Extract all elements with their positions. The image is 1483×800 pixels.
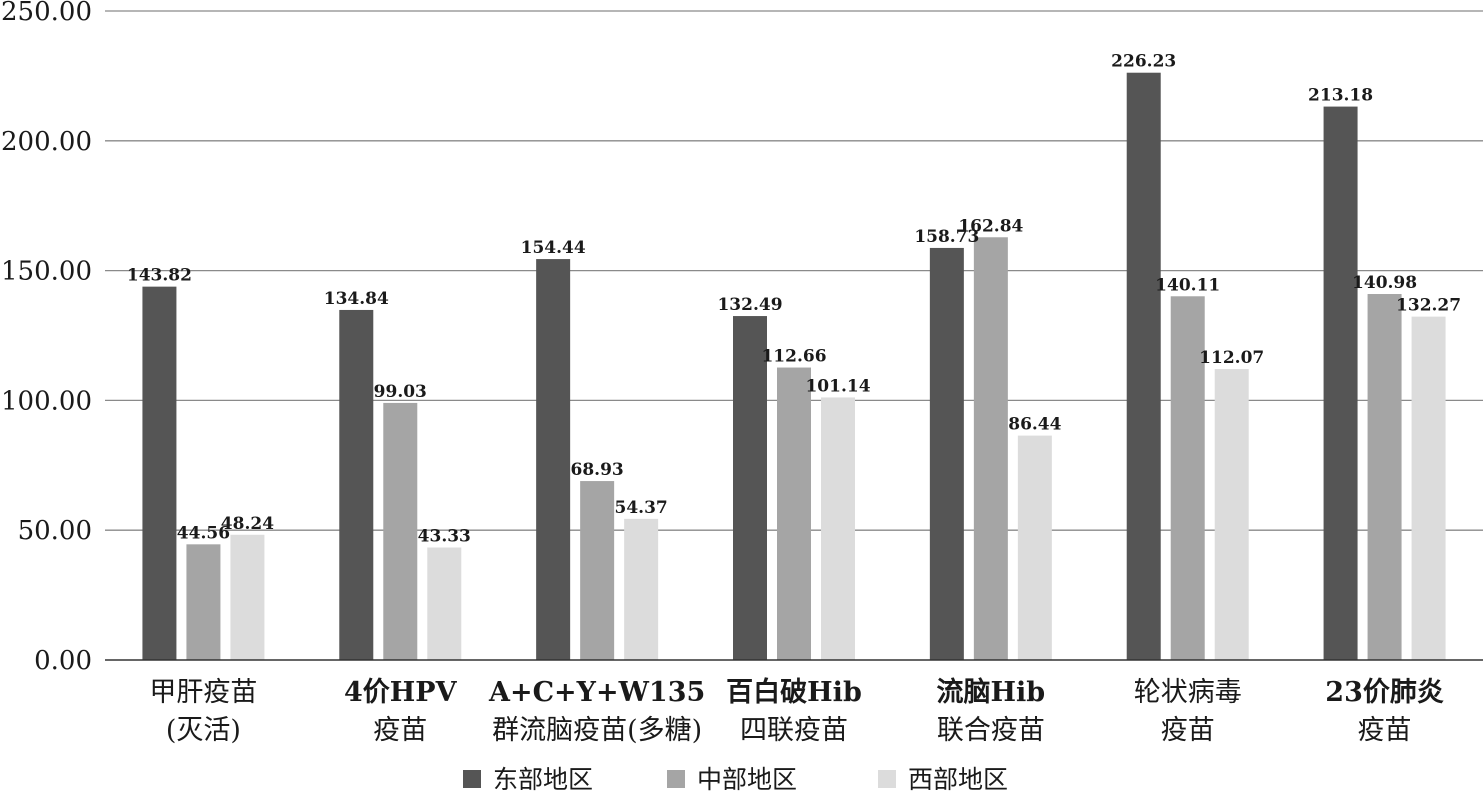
data-label: 134.84 xyxy=(324,289,389,309)
data-label: 154.44 xyxy=(521,238,586,258)
bar xyxy=(186,544,221,660)
data-label: 99.03 xyxy=(374,382,427,402)
legend-swatch xyxy=(667,770,685,788)
bar xyxy=(427,547,462,660)
bar xyxy=(1214,369,1249,660)
bar xyxy=(1017,435,1052,660)
data-label: 112.66 xyxy=(761,347,826,367)
category-label: 23价肺炎 xyxy=(1325,677,1444,708)
data-label: 132.49 xyxy=(717,295,782,315)
bar xyxy=(580,481,615,660)
y-tick-label: 150.00 xyxy=(1,257,92,287)
bar xyxy=(230,534,265,660)
data-label: 86.44 xyxy=(1008,415,1061,435)
bars xyxy=(142,72,1446,661)
legend: 东部地区 中部地区 西部地区 xyxy=(463,765,1008,794)
category-label: 轮状病毒 xyxy=(1134,677,1242,708)
category-label: 流脑Hib xyxy=(937,677,1046,708)
data-label: 54.37 xyxy=(615,498,668,518)
bar xyxy=(536,259,571,660)
category-label: 疫苗 xyxy=(1358,715,1412,746)
y-tick-label: 50.00 xyxy=(18,516,92,546)
y-tick-label: 100.00 xyxy=(1,386,92,416)
bar xyxy=(624,518,659,660)
data-label: 140.98 xyxy=(1352,273,1417,293)
y-axis-tick-labels: 0.00 50.00 100.00 150.00 200.00 250.00 xyxy=(1,0,92,676)
data-label: 48.24 xyxy=(221,514,274,534)
bar xyxy=(1323,106,1358,660)
bar xyxy=(1170,296,1205,660)
legend-label: 东部地区 xyxy=(493,765,593,794)
category-label: 四联疫苗 xyxy=(740,715,848,746)
category-label: 甲肝疫苗 xyxy=(149,677,257,708)
data-label: 44.56 xyxy=(177,523,230,543)
bar xyxy=(733,316,767,660)
category-label: (灭活) xyxy=(166,715,241,746)
y-tick-label: 200.00 xyxy=(1,127,92,157)
category-label: 疫苗 xyxy=(373,715,427,746)
bar xyxy=(142,286,177,660)
data-label: 140.11 xyxy=(1155,275,1220,295)
category-label: A+C+Y+W135 xyxy=(488,677,705,708)
bar xyxy=(777,367,811,660)
legend-swatch xyxy=(463,770,481,788)
data-label: 158.73 xyxy=(914,227,979,247)
category-label: 联合疫苗 xyxy=(937,715,1045,746)
data-label: 132.27 xyxy=(1396,296,1461,316)
category-label: 百白破Hib xyxy=(726,676,862,708)
data-label: 112.07 xyxy=(1199,348,1264,368)
bar xyxy=(383,402,418,660)
data-label: 162.84 xyxy=(958,216,1023,236)
category-label: 4价HPV xyxy=(344,677,458,708)
data-label: 68.93 xyxy=(571,460,624,480)
y-tick-label: 250.00 xyxy=(1,0,92,27)
bar xyxy=(821,397,855,660)
y-tick-label: 0.00 xyxy=(34,646,92,676)
category-label: 疫苗 xyxy=(1161,715,1215,746)
category-labels: 甲肝疫苗 (灭活) 4价HPV 疫苗 A+C+Y+W135 群流脑疫苗(多糖) 百白破Hib… xyxy=(149,676,1443,746)
bar xyxy=(339,309,374,660)
data-label: 43.33 xyxy=(418,527,471,547)
bar xyxy=(1126,72,1161,661)
gridlines xyxy=(105,10,1483,531)
data-label: 101.14 xyxy=(805,376,870,396)
category-label: 群流脑疫苗(多糖) xyxy=(492,715,702,746)
legend-label: 西部地区 xyxy=(908,765,1008,794)
bar xyxy=(929,247,964,660)
bar xyxy=(973,237,1008,660)
data-label: 143.82 xyxy=(127,266,192,286)
data-label: 213.18 xyxy=(1308,86,1373,106)
bar xyxy=(1367,294,1402,660)
legend-swatch xyxy=(878,770,896,788)
legend-label: 中部地区 xyxy=(697,765,797,794)
data-label: 226.23 xyxy=(1111,52,1176,72)
bar xyxy=(1411,316,1446,660)
